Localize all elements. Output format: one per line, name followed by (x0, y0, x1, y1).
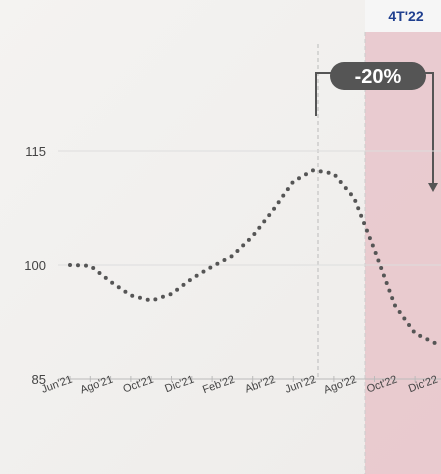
change-pill (330, 62, 426, 90)
data-line (68, 167, 438, 346)
arrow-head (428, 183, 438, 192)
period-label: 4T'22 (388, 8, 423, 24)
y-tick-label: 85 (32, 372, 46, 387)
change-label: -20% (355, 66, 402, 88)
period-header (365, 0, 441, 32)
y-tick-label: 115 (25, 144, 46, 159)
y-tick-label: 100 (24, 258, 46, 273)
